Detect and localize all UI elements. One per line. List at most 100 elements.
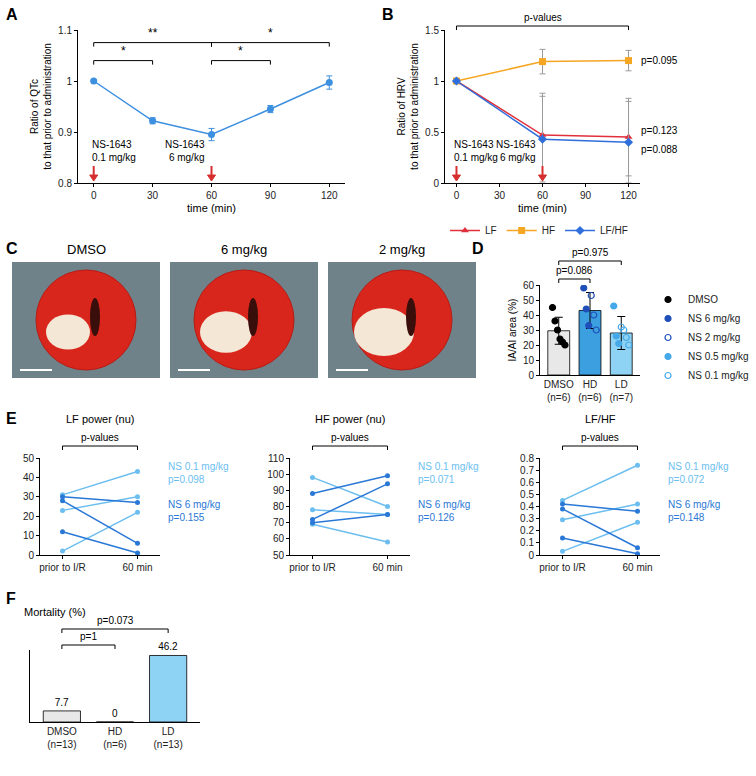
svg-text:LF/HF: LF/HF	[585, 413, 616, 425]
svg-text:1.1: 1.1	[58, 25, 72, 36]
svg-text:time (min): time (min)	[187, 202, 236, 214]
svg-text:0.7: 0.7	[520, 465, 534, 476]
svg-text:50: 50	[23, 453, 35, 464]
svg-text:90: 90	[265, 190, 277, 201]
svg-text:60 min: 60 min	[122, 562, 152, 573]
svg-text:30: 30	[23, 491, 35, 502]
svg-text:NS 6 mg/kgp=0.126: NS 6 mg/kgp=0.126	[418, 499, 470, 523]
svg-text:10: 10	[23, 530, 35, 541]
svg-text:NS 0.1 mg/kgp=0.098: NS 0.1 mg/kgp=0.098	[168, 461, 229, 485]
svg-text:120: 120	[620, 190, 637, 201]
svg-text:70: 70	[273, 517, 285, 528]
svg-text:0.9: 0.9	[58, 127, 72, 138]
svg-text:0.8: 0.8	[520, 453, 534, 464]
svg-text:80: 80	[273, 501, 285, 512]
svg-text:NS 6 mg/kgp=0.155: NS 6 mg/kgp=0.155	[168, 499, 220, 523]
svg-text:NS-16430.1 mg/kg: NS-16430.1 mg/kg	[92, 139, 136, 163]
svg-text:*: *	[121, 44, 126, 58]
svg-text:HD(n=6): HD(n=6)	[578, 379, 602, 403]
svg-text:p=0.073: p=0.073	[97, 615, 134, 626]
svg-text:2 mg/kg: 2 mg/kg	[379, 242, 425, 257]
svg-text:0.2: 0.2	[520, 525, 534, 536]
svg-text:0: 0	[454, 190, 460, 201]
svg-text:20: 20	[523, 340, 535, 351]
svg-text:40: 40	[23, 472, 35, 483]
svg-text:DMSO: DMSO	[688, 294, 718, 305]
svg-text:60: 60	[537, 190, 549, 201]
svg-text:100: 100	[267, 469, 284, 480]
svg-text:LF: LF	[485, 225, 497, 236]
svg-text:50: 50	[273, 550, 285, 561]
svg-text:20: 20	[23, 511, 35, 522]
svg-text:B: B	[382, 6, 394, 23]
svg-text:p=1: p=1	[80, 631, 97, 642]
svg-text:60: 60	[273, 533, 285, 544]
svg-text:HF: HF	[542, 225, 555, 236]
svg-text:NS 6 mg/kg: NS 6 mg/kg	[688, 313, 740, 324]
svg-text:*: *	[268, 26, 273, 40]
svg-text:Mortality (%): Mortality (%)	[24, 606, 86, 618]
svg-text:*: *	[238, 44, 243, 58]
svg-text:0.8: 0.8	[58, 178, 72, 189]
svg-text:LF power (nu): LF power (nu)	[66, 413, 134, 425]
svg-text:p=0.086: p=0.086	[556, 265, 593, 276]
svg-text:p-values: p-values	[524, 12, 562, 23]
svg-text:0.3: 0.3	[520, 513, 534, 524]
svg-text:time (min): time (min)	[518, 202, 567, 214]
svg-text:30: 30	[523, 325, 535, 336]
svg-text:1: 1	[66, 76, 72, 87]
svg-text:30: 30	[147, 190, 159, 201]
svg-text:60: 60	[206, 190, 218, 201]
svg-text:0: 0	[528, 550, 534, 561]
svg-text:D: D	[472, 240, 484, 257]
svg-text:60 min: 60 min	[372, 562, 402, 573]
svg-text:IA/AI area (%): IA/AI area (%)	[507, 299, 518, 362]
svg-text:0: 0	[91, 190, 97, 201]
svg-text:NS 6 mg/kgp=0.148: NS 6 mg/kgp=0.148	[668, 499, 720, 523]
svg-text:LF/HF: LF/HF	[600, 225, 628, 236]
svg-text:NS 2 mg/kg: NS 2 mg/kg	[688, 332, 740, 343]
svg-text:p=0.975: p=0.975	[572, 247, 609, 258]
svg-text:0: 0	[528, 370, 534, 381]
svg-text:0: 0	[28, 550, 34, 561]
svg-text:NS 0.5 mg/kg: NS 0.5 mg/kg	[688, 351, 749, 362]
svg-text:LD(n=7): LD(n=7)	[609, 379, 633, 403]
svg-text:60 min: 60 min	[622, 562, 652, 573]
svg-text:NS-16436 mg/kg: NS-16436 mg/kg	[496, 139, 536, 163]
svg-text:1: 1	[433, 76, 439, 87]
svg-text:HD(n=6): HD(n=6)	[103, 726, 127, 750]
svg-text:0: 0	[112, 708, 118, 719]
svg-text:10: 10	[523, 355, 535, 366]
svg-text:NS-16436 mg/kg: NS-16436 mg/kg	[165, 139, 205, 163]
svg-text:90: 90	[580, 190, 592, 201]
svg-text:prior to I/R: prior to I/R	[539, 562, 586, 573]
svg-text:prior to I/R: prior to I/R	[289, 562, 336, 573]
svg-text:A: A	[6, 6, 18, 23]
svg-text:1.5: 1.5	[425, 25, 439, 36]
svg-text:Ratio of QTcto that prior to a: Ratio of QTcto that prior to administrat…	[29, 43, 53, 170]
svg-text:Ratio of HRVto that prior to a: Ratio of HRVto that prior to administrat…	[396, 43, 420, 170]
svg-text:40: 40	[523, 310, 535, 321]
svg-text:C: C	[6, 240, 18, 257]
svg-text:NS 0.1 mg/kg: NS 0.1 mg/kg	[688, 370, 749, 381]
svg-text:0.6: 0.6	[520, 477, 534, 488]
svg-text:DMSO(n=13): DMSO(n=13)	[47, 726, 77, 750]
svg-text:DMSO: DMSO	[67, 242, 106, 257]
svg-text:DMSO(n=6): DMSO(n=6)	[544, 379, 574, 403]
svg-text:**: **	[148, 26, 158, 40]
svg-text:6 mg/kg: 6 mg/kg	[221, 242, 267, 257]
svg-text:0: 0	[433, 178, 439, 189]
svg-text:50: 50	[523, 295, 535, 306]
svg-text:p=0.123: p=0.123	[641, 125, 678, 136]
svg-text:E: E	[6, 410, 17, 427]
svg-text:p=0.095: p=0.095	[641, 55, 678, 66]
svg-text:30: 30	[494, 190, 506, 201]
svg-text:p-values: p-values	[331, 432, 369, 443]
svg-text:90: 90	[273, 485, 285, 496]
svg-text:p=0.088: p=0.088	[641, 144, 678, 155]
svg-text:NS 0.1 mg/kgp=0.072: NS 0.1 mg/kgp=0.072	[668, 461, 729, 485]
svg-text:NS-16430.1 mg/kg: NS-16430.1 mg/kg	[454, 139, 498, 163]
svg-text:0.4: 0.4	[520, 501, 534, 512]
svg-text:60: 60	[523, 280, 535, 291]
svg-text:120: 120	[321, 190, 338, 201]
